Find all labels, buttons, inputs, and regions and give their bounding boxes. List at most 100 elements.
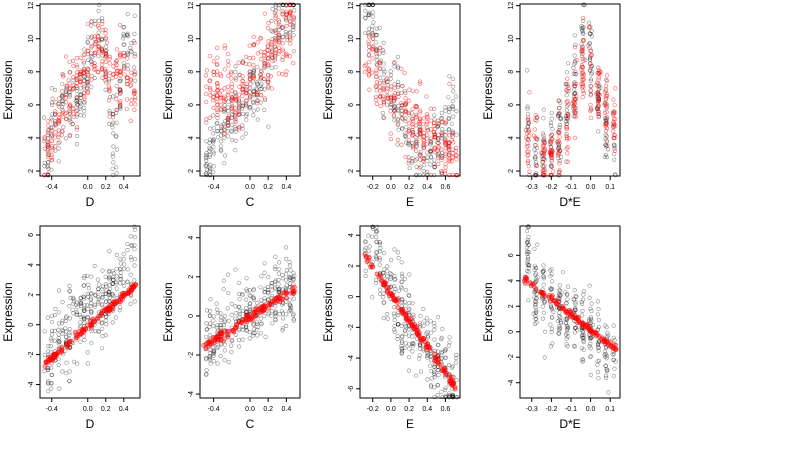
black-data-point [93,329,98,334]
red-data-point [103,74,109,80]
x-tick-label: 0.0 [386,406,396,413]
red-data-point [104,80,109,85]
fit-point [602,338,607,343]
black-data-point [74,88,80,94]
red-data-point [89,51,94,56]
y-tick-label: 4 [348,233,355,237]
red-data-point [410,133,415,138]
black-data-point [581,289,587,294]
black-data-point [377,249,383,254]
red-data-point [425,114,430,119]
black-data-point [564,342,569,347]
black-data-point [50,125,55,130]
red-data-point [92,34,97,39]
black-data-point [399,284,404,289]
black-data-point [273,278,278,283]
black-data-point [604,77,609,83]
red-data-point [420,158,426,164]
red-data-point [564,100,569,105]
black-data-point [542,300,547,305]
black-data-point [378,246,383,251]
black-data-point [564,320,569,325]
black-data-point [573,307,578,312]
black-data-point [96,2,102,7]
red-data-point [534,163,539,169]
red-data-point [597,69,603,74]
black-data-point [596,358,602,363]
red-data-point [225,92,231,97]
black-data-point [283,278,289,283]
y-tick-label: 2 [28,293,35,297]
black-data-point [85,314,90,320]
x-tick-label: -0.3 [526,184,538,191]
black-data-point [392,64,397,69]
red-data-point [556,139,562,144]
red-data-point [610,129,616,134]
black-data-point [67,378,72,383]
black-data-point [219,148,224,153]
black-data-point [277,20,282,25]
black-data-point [129,243,134,248]
fit-point [570,315,576,321]
red-data-point [602,110,607,115]
black-data-point [533,299,538,304]
fit-point [79,327,85,333]
black-data-point [237,291,242,297]
black-data-point [388,276,393,281]
black-data-point [540,304,545,309]
red-data-point [74,62,80,68]
fit-point [424,347,430,353]
red-data-point [603,128,609,133]
black-data-point [280,287,286,292]
black-data-point [421,306,426,312]
red-data-point [280,41,285,46]
black-data-point [117,87,122,92]
red-data-point [403,101,409,107]
red-data-point [251,62,256,68]
black-data-point [532,267,537,273]
black-data-point [103,282,108,287]
red-data-point [604,109,609,115]
fit-point [226,329,232,334]
black-data-point [64,329,69,334]
black-data-point [56,362,61,368]
black-data-point [291,270,296,275]
red-data-point [229,81,234,87]
fit-point [218,329,224,335]
red-data-point [124,106,129,112]
red-data-point [611,124,616,130]
black-data-point [280,276,286,281]
black-data-point [400,274,405,279]
black-data-point [104,288,109,293]
black-data-point [78,339,83,344]
black-data-point [67,327,72,332]
red-data-point [580,77,585,82]
red-data-point [215,88,220,93]
fit-point [201,342,207,348]
black-data-point [367,244,372,249]
red-data-point [417,79,423,84]
black-data-point [74,309,79,315]
black-data-point [251,108,256,113]
black-data-point [121,266,126,271]
black-data-point [453,360,459,365]
x-tick-label: -0.4 [46,184,58,191]
red-data-point [548,145,554,150]
red-data-point [403,154,408,160]
black-data-point [258,285,263,290]
black-data-point [49,380,54,386]
red-data-point [410,119,416,124]
red-data-point [49,145,55,151]
black-data-point [212,350,217,355]
black-data-point [233,311,238,316]
black-data-point [132,247,137,252]
black-data-point [403,303,408,309]
black-data-point [204,171,209,176]
black-data-point [429,384,434,389]
black-data-point [406,327,412,332]
fit-point [224,328,230,334]
black-data-point [229,301,234,307]
fit-point [241,318,247,323]
black-data-point [564,292,570,297]
red-data-point [612,121,617,127]
